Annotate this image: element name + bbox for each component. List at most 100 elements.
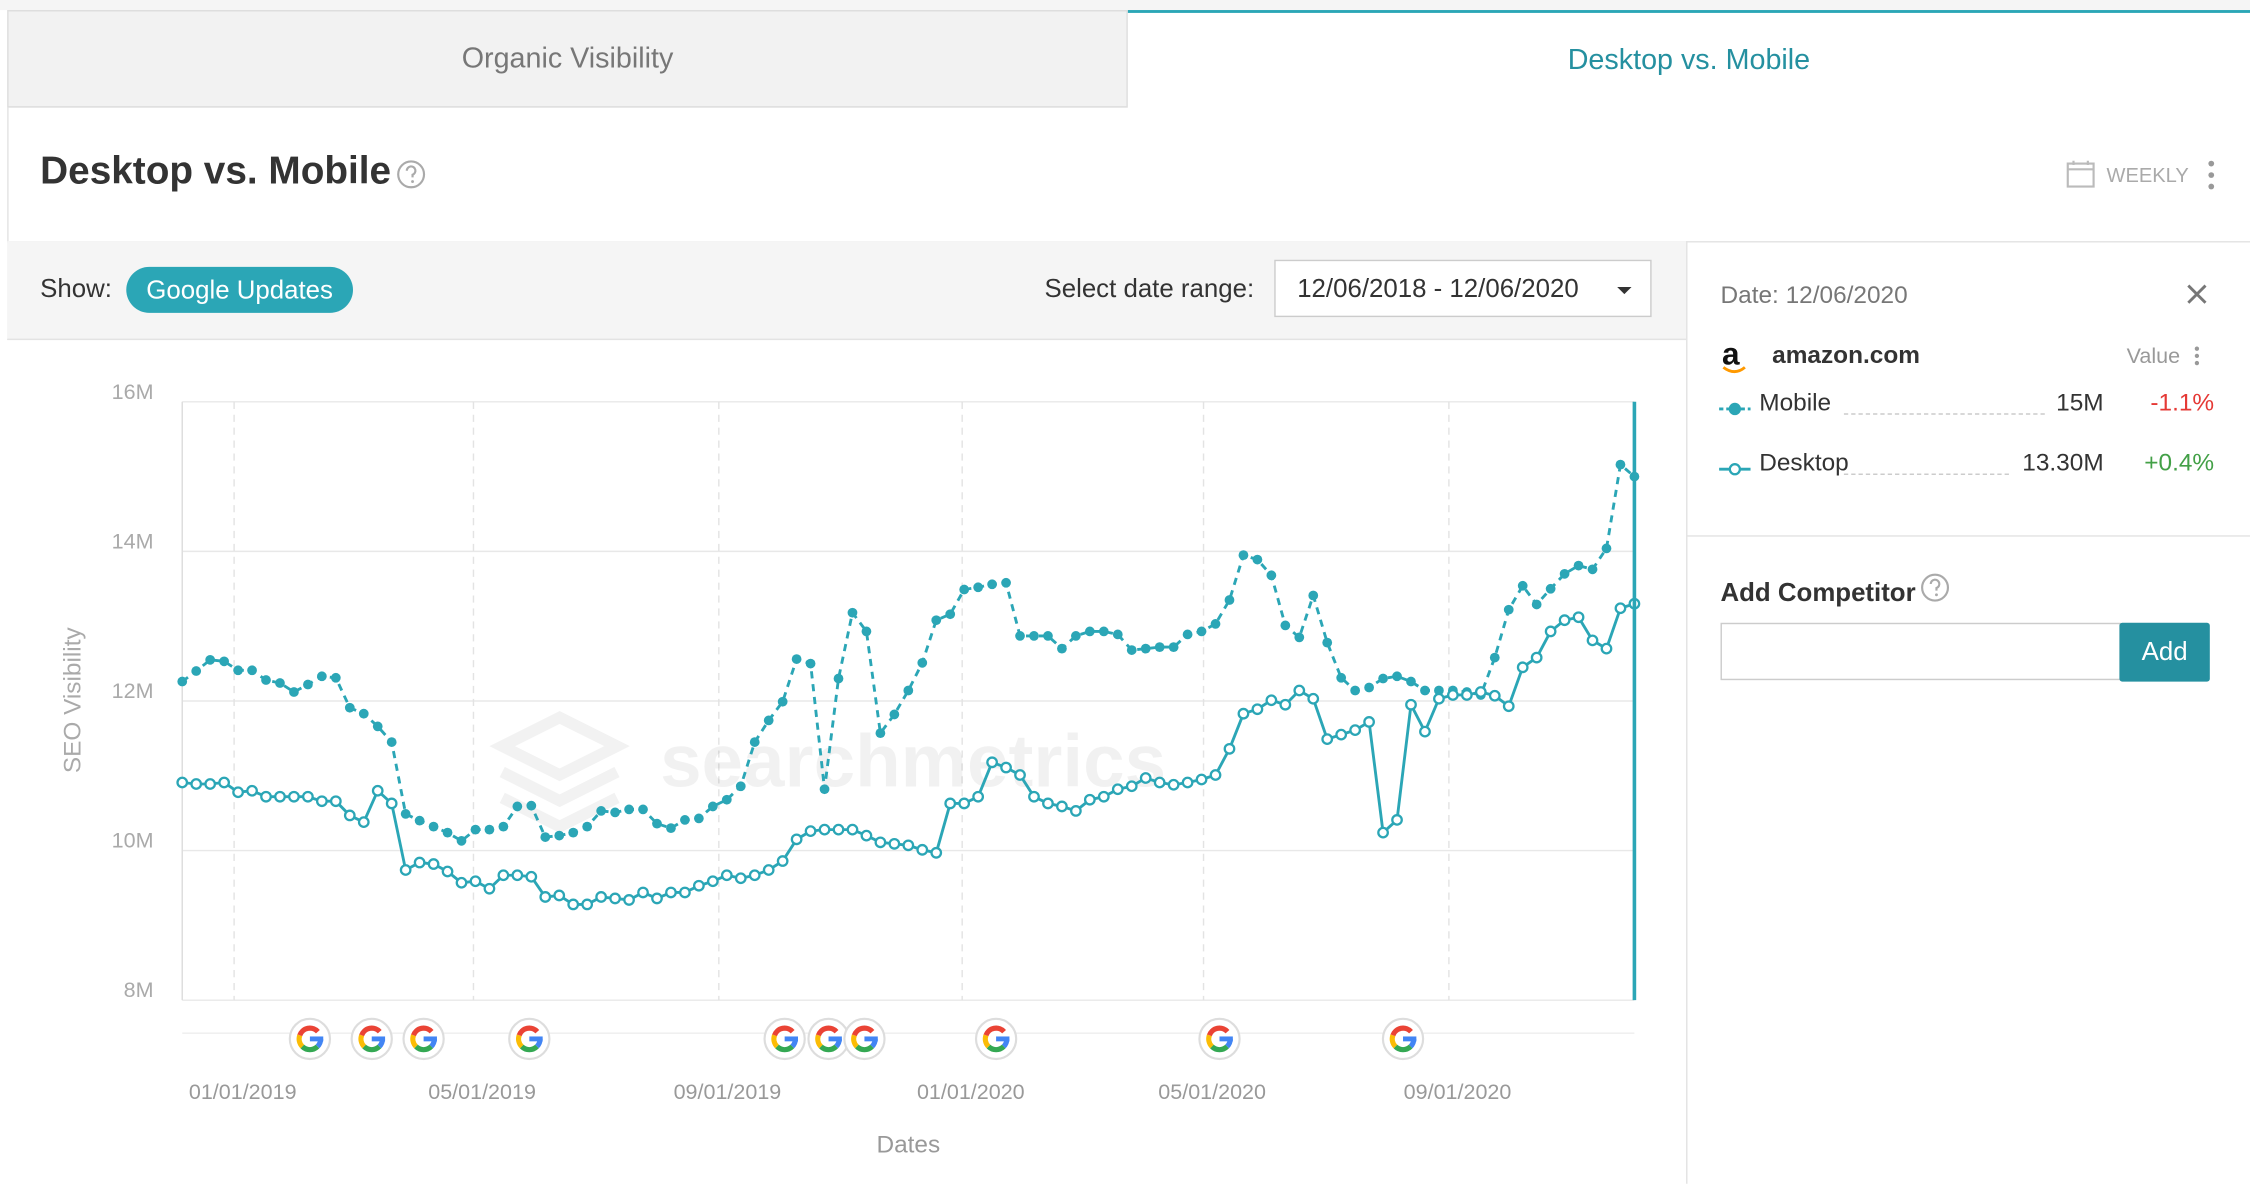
point [1029, 631, 1039, 641]
row-value: 15M [2056, 388, 2104, 417]
point [861, 626, 872, 637]
point [177, 676, 188, 687]
point [679, 886, 691, 899]
value-menu[interactable] [2191, 344, 2202, 367]
google-updates-toggle[interactable]: Google Updates [126, 266, 353, 313]
point [804, 825, 817, 838]
point [581, 898, 594, 911]
point [247, 665, 257, 676]
row-change: -1.1% [2150, 388, 2215, 417]
point [288, 790, 300, 803]
icon-arc [815, 1025, 839, 1037]
point [875, 728, 886, 739]
point [889, 709, 900, 720]
help-icon[interactable] [1920, 573, 1950, 603]
point [554, 830, 565, 841]
point [1182, 629, 1193, 640]
point [1419, 725, 1431, 738]
point [972, 790, 985, 803]
point [204, 778, 217, 790]
legend-name: Mobile [1759, 388, 1832, 417]
google-update-icon [402, 1017, 445, 1061]
point [1293, 684, 1306, 697]
point [1321, 733, 1334, 746]
point [638, 804, 648, 815]
point [666, 823, 676, 834]
point [1015, 631, 1025, 641]
point [1350, 685, 1361, 696]
icon-arc [297, 1025, 320, 1037]
chart: 8M 10M 12M 14M 16M 01/01/2019 05/01/2019 09/01/… [59, 380, 1641, 1158]
point [762, 864, 775, 876]
point [930, 846, 943, 859]
point [455, 876, 468, 889]
icon-arc [414, 1044, 434, 1053]
period[interactable]: WEEKLY [2106, 163, 2189, 187]
point [190, 778, 203, 790]
point [819, 784, 830, 795]
point [1140, 643, 1151, 654]
icon-arc [855, 1044, 874, 1053]
google-update-icon [843, 1017, 886, 1061]
point [511, 869, 524, 882]
help-icon[interactable] [396, 159, 426, 189]
range-dropdown[interactable] [1274, 259, 1652, 318]
google-update-icon [807, 1017, 850, 1061]
kebab-menu[interactable] [2203, 158, 2220, 192]
point [860, 829, 873, 842]
point [553, 889, 566, 902]
point [735, 781, 746, 792]
icon-arc [775, 1044, 795, 1053]
add-button[interactable]: Add [2119, 622, 2210, 682]
point [944, 797, 957, 810]
point [749, 737, 760, 747]
point [1196, 626, 1207, 637]
icon-arc [772, 1025, 795, 1037]
show-label: Show: [40, 274, 112, 303]
row-value: 13.30M [2022, 449, 2104, 477]
point [1294, 632, 1305, 643]
point [987, 579, 997, 590]
point [1028, 790, 1040, 803]
sidebar [1686, 241, 2250, 1184]
icon-arc [300, 1044, 320, 1053]
site-logo: a [1721, 335, 1740, 372]
point [205, 654, 216, 665]
point [888, 837, 901, 850]
point [1517, 580, 1528, 591]
point [1014, 769, 1026, 781]
point [1474, 686, 1487, 698]
point [1084, 626, 1095, 637]
tab-active[interactable]: Desktop vs. Mobile [1127, 10, 2250, 108]
legend-symbol [1719, 458, 1751, 476]
point [191, 666, 202, 676]
icon-arc [771, 1034, 780, 1049]
point [385, 797, 398, 810]
point [400, 809, 411, 819]
point [945, 609, 956, 620]
point [1153, 776, 1166, 789]
logo-smile [1722, 366, 1746, 374]
point [1559, 568, 1570, 579]
point [692, 879, 705, 892]
competitor-input[interactable] [1720, 622, 2121, 681]
point [1587, 564, 1598, 575]
x-tick-label: 09/01/2020 [1404, 1080, 1512, 1104]
calendar-icon[interactable] [2066, 159, 2095, 188]
point [1558, 614, 1571, 627]
point [721, 794, 732, 805]
point [1531, 599, 1542, 610]
close-icon[interactable] [2185, 283, 2208, 306]
point [567, 898, 580, 911]
point [637, 886, 649, 899]
point [624, 804, 634, 815]
point [652, 818, 662, 829]
point [1615, 459, 1626, 470]
tab[interactable]: Organic Visibility [7, 10, 1128, 108]
point [1405, 698, 1417, 711]
point [846, 823, 859, 836]
leader-line [1843, 473, 2009, 475]
point [610, 807, 620, 818]
point [483, 882, 496, 895]
